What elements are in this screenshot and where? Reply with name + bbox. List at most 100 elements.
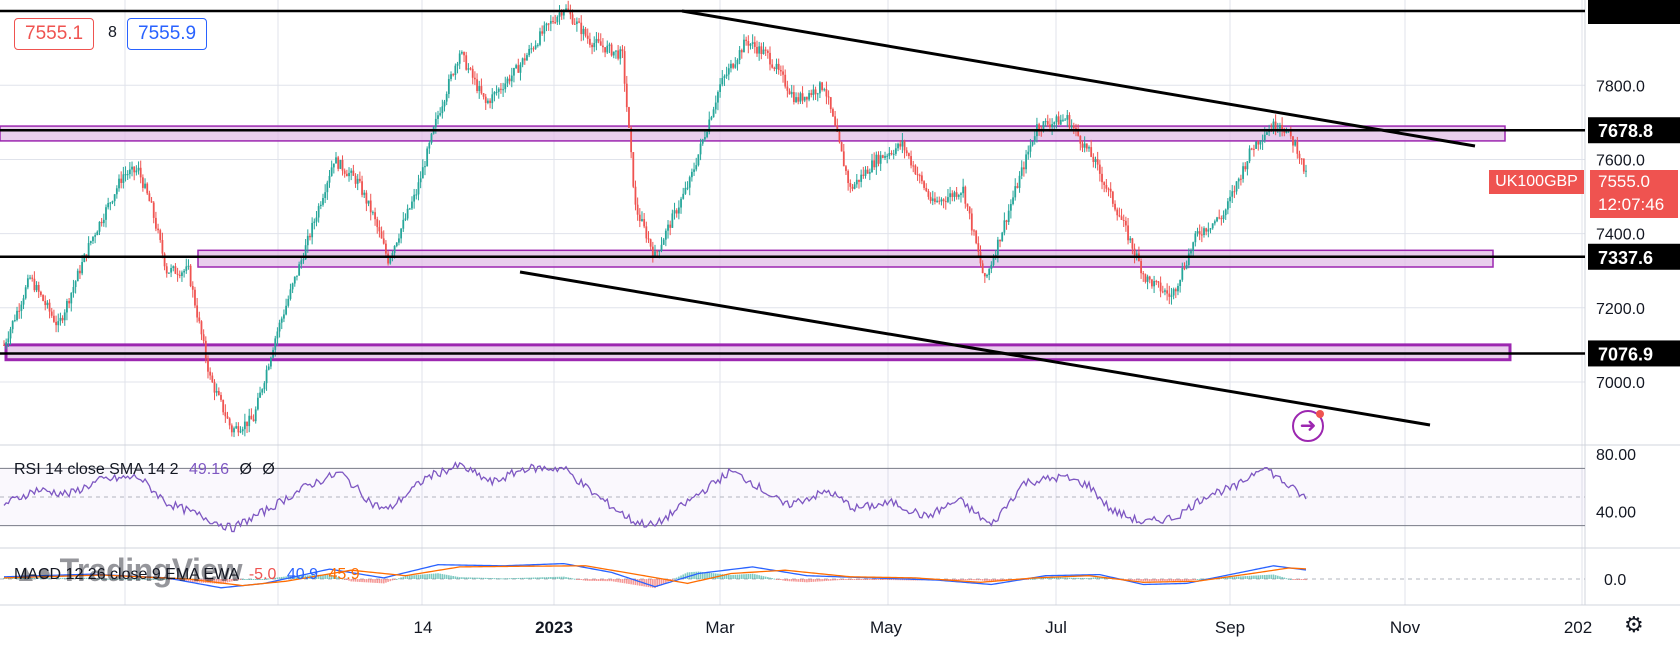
macd-histogram-bar — [450, 575, 452, 579]
candle-body — [1133, 248, 1136, 256]
macd-legend[interactable]: MACD 12 26 close 9 EMA EWA -5.0 40.9 45.… — [14, 566, 360, 584]
macd-histogram-bar — [1142, 579, 1145, 582]
candle-body — [48, 302, 51, 312]
candle-body — [55, 321, 57, 326]
candle-body — [159, 230, 162, 241]
macd-histogram-bar — [454, 576, 457, 579]
macd-histogram-bar — [769, 577, 771, 579]
macd-histogram-bar — [1244, 576, 1247, 579]
candle-body — [74, 281, 77, 288]
macd-histogram-bar — [31, 577, 34, 579]
candle-body — [341, 159, 344, 171]
candle-body — [5, 342, 8, 345]
macd-histogram-bar — [1044, 577, 1047, 579]
candle-body — [1242, 166, 1244, 179]
macd-histogram-bar — [1096, 576, 1099, 579]
candle-body — [684, 187, 687, 194]
macd-histogram-bar — [541, 577, 543, 579]
macd-histogram-bar — [1257, 575, 1260, 579]
candle-body — [749, 43, 752, 46]
candle-body — [168, 272, 170, 274]
macd-histogram-bar — [1188, 579, 1190, 581]
macd-histogram-bar — [163, 578, 166, 580]
symbol-badge[interactable]: UK100GBP — [1489, 170, 1584, 194]
candle-body — [348, 172, 350, 177]
candle-body — [907, 153, 910, 157]
candle-body — [858, 179, 860, 182]
candle-body — [923, 181, 925, 188]
macd-histogram-bar — [951, 579, 954, 580]
macd-histogram-bar — [170, 579, 172, 580]
macd-histogram-bar — [1281, 576, 1283, 579]
macd-histogram-bar — [159, 578, 162, 580]
candle-body — [194, 289, 196, 306]
candle-body — [862, 174, 865, 176]
macd-histogram-bar — [890, 579, 893, 581]
candle-body — [947, 197, 949, 202]
candle-body — [274, 338, 277, 350]
macd-histogram-bar — [842, 579, 845, 580]
candle-body — [944, 201, 947, 203]
macd-histogram-bar — [1272, 574, 1275, 579]
macd-histogram-bar — [304, 575, 307, 579]
macd-histogram-bar — [354, 579, 357, 582]
macd-histogram-bar — [1274, 575, 1277, 579]
candle-body — [552, 20, 554, 23]
macd-histogram-bar — [1270, 574, 1273, 579]
macd-histogram-bar — [665, 579, 667, 583]
candle-body — [9, 329, 12, 339]
rsi-legend[interactable]: RSI 14 close SMA 14 2 49.16 Ø Ø — [14, 461, 275, 479]
candle-body — [645, 226, 648, 239]
lightning-alert-icon[interactable]: ➜ — [1292, 410, 1324, 442]
candle-body — [1233, 191, 1236, 193]
macd-histogram-bar — [37, 577, 40, 579]
candle-body — [1229, 196, 1231, 202]
candle-body — [792, 92, 795, 103]
last-price-badge[interactable]: 7555.0 12:07:46 — [1590, 170, 1678, 218]
candle-body — [810, 93, 813, 95]
bid-price-box[interactable]: 7555.1 — [14, 18, 95, 50]
candle-body — [1120, 216, 1123, 220]
macd-histogram-bar — [521, 577, 524, 579]
macd-histogram-bar — [973, 579, 975, 581]
candle-body — [1174, 289, 1177, 292]
candle-body — [482, 93, 485, 97]
rsi-legend-label: RSI 14 close SMA 14 2 — [14, 461, 179, 478]
macd-histogram-bar — [14, 577, 16, 579]
macd-histogram-bar — [1146, 579, 1149, 582]
macd-histogram-bar — [662, 579, 665, 584]
macd-histogram-bar — [1192, 579, 1194, 580]
macd-histogram-bar — [1031, 578, 1034, 580]
macd-histogram-bar — [133, 578, 135, 580]
candle-body — [1038, 124, 1040, 130]
candle-body — [736, 59, 739, 65]
macd-histogram-bar — [984, 579, 986, 582]
trend-lines[interactable] — [0, 9, 1585, 427]
candle-body — [22, 298, 25, 305]
candle-body — [478, 86, 481, 91]
candle-body — [100, 221, 103, 224]
candle-body — [708, 119, 711, 132]
candle-body — [547, 23, 550, 25]
macd-histogram-bar — [966, 579, 969, 581]
macd-histogram-bar — [7, 577, 10, 579]
macd-histogram-bar — [1131, 579, 1134, 581]
candle-body — [493, 92, 496, 95]
top-level-label-box — [1588, 0, 1680, 24]
candle-body — [1240, 178, 1242, 180]
macd-histogram-bar — [864, 579, 867, 580]
candle-body — [823, 89, 826, 91]
candle-body — [578, 21, 580, 23]
candle-body — [890, 152, 893, 154]
candle-body — [484, 96, 487, 103]
candle-body — [350, 170, 353, 173]
ask-price-box[interactable]: 7555.9 — [127, 18, 208, 50]
settings-gear-icon[interactable]: ⚙ — [1624, 612, 1644, 637]
macd-histogram-bar — [1253, 575, 1255, 579]
macd-histogram-bar — [615, 579, 617, 582]
macd-histogram-bar — [3, 577, 5, 579]
macd-histogram-bar — [675, 577, 678, 579]
candle-body — [1077, 129, 1080, 136]
